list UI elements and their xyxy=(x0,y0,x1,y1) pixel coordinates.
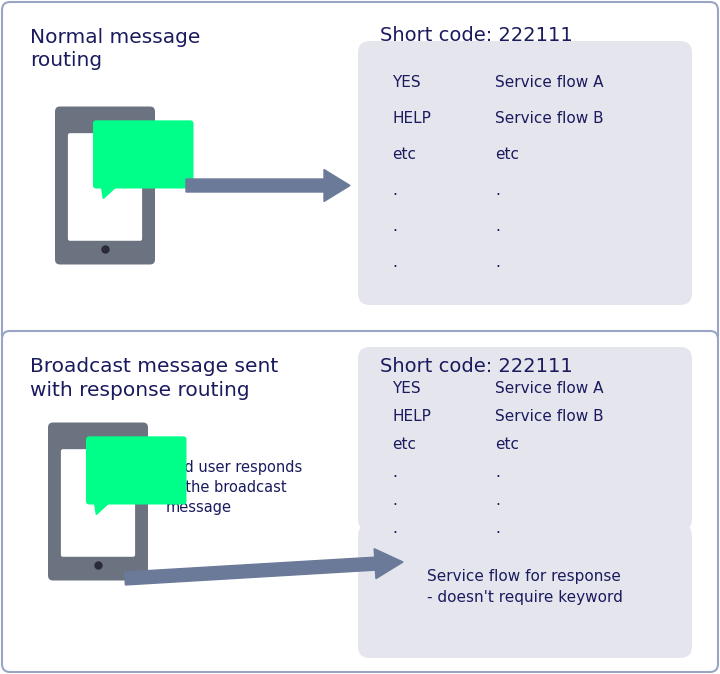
Text: Service flow B: Service flow B xyxy=(495,111,603,126)
Text: .: . xyxy=(392,219,397,234)
FancyBboxPatch shape xyxy=(2,2,718,343)
Polygon shape xyxy=(102,185,117,199)
Text: .: . xyxy=(392,521,397,536)
FancyBboxPatch shape xyxy=(68,133,142,241)
Text: Broadcast message sent
with response routing: Broadcast message sent with response rou… xyxy=(30,357,278,400)
Text: etc: etc xyxy=(392,147,416,162)
Text: Short code: 222111: Short code: 222111 xyxy=(380,357,572,376)
FancyArrow shape xyxy=(125,549,403,585)
Text: .: . xyxy=(495,521,500,536)
Text: .: . xyxy=(495,465,500,480)
Text: etc: etc xyxy=(495,147,519,162)
Text: HELP: HELP xyxy=(392,111,431,126)
Text: etc: etc xyxy=(495,437,519,452)
FancyBboxPatch shape xyxy=(2,331,718,672)
FancyBboxPatch shape xyxy=(358,347,692,531)
Text: YES: YES xyxy=(392,381,420,396)
Text: Normal message
routing: Normal message routing xyxy=(30,28,200,71)
Text: .: . xyxy=(392,183,397,198)
Text: Short code: 222111: Short code: 222111 xyxy=(380,26,572,45)
FancyBboxPatch shape xyxy=(48,423,148,580)
FancyArrow shape xyxy=(186,169,350,202)
FancyBboxPatch shape xyxy=(93,121,194,189)
Text: Service flow for response
- doesn't require keyword: Service flow for response - doesn't requ… xyxy=(427,569,623,605)
Polygon shape xyxy=(94,501,110,514)
Text: .: . xyxy=(495,219,500,234)
Text: End user responds
to the broadcast
message: End user responds to the broadcast messa… xyxy=(166,460,302,515)
FancyBboxPatch shape xyxy=(358,524,692,658)
Text: HELP: HELP xyxy=(392,409,431,424)
Text: Service flow A: Service flow A xyxy=(495,75,603,90)
Text: .: . xyxy=(392,465,397,480)
Text: .: . xyxy=(392,493,397,508)
Text: .: . xyxy=(392,255,397,270)
Text: .: . xyxy=(495,255,500,270)
Text: YES: YES xyxy=(392,75,420,90)
Text: .: . xyxy=(495,493,500,508)
FancyBboxPatch shape xyxy=(358,41,692,305)
FancyBboxPatch shape xyxy=(55,106,155,264)
Text: .: . xyxy=(495,183,500,198)
Text: Service flow B: Service flow B xyxy=(495,409,603,424)
FancyBboxPatch shape xyxy=(61,449,135,557)
FancyBboxPatch shape xyxy=(86,436,186,505)
Text: Service flow A: Service flow A xyxy=(495,381,603,396)
Text: etc: etc xyxy=(392,437,416,452)
